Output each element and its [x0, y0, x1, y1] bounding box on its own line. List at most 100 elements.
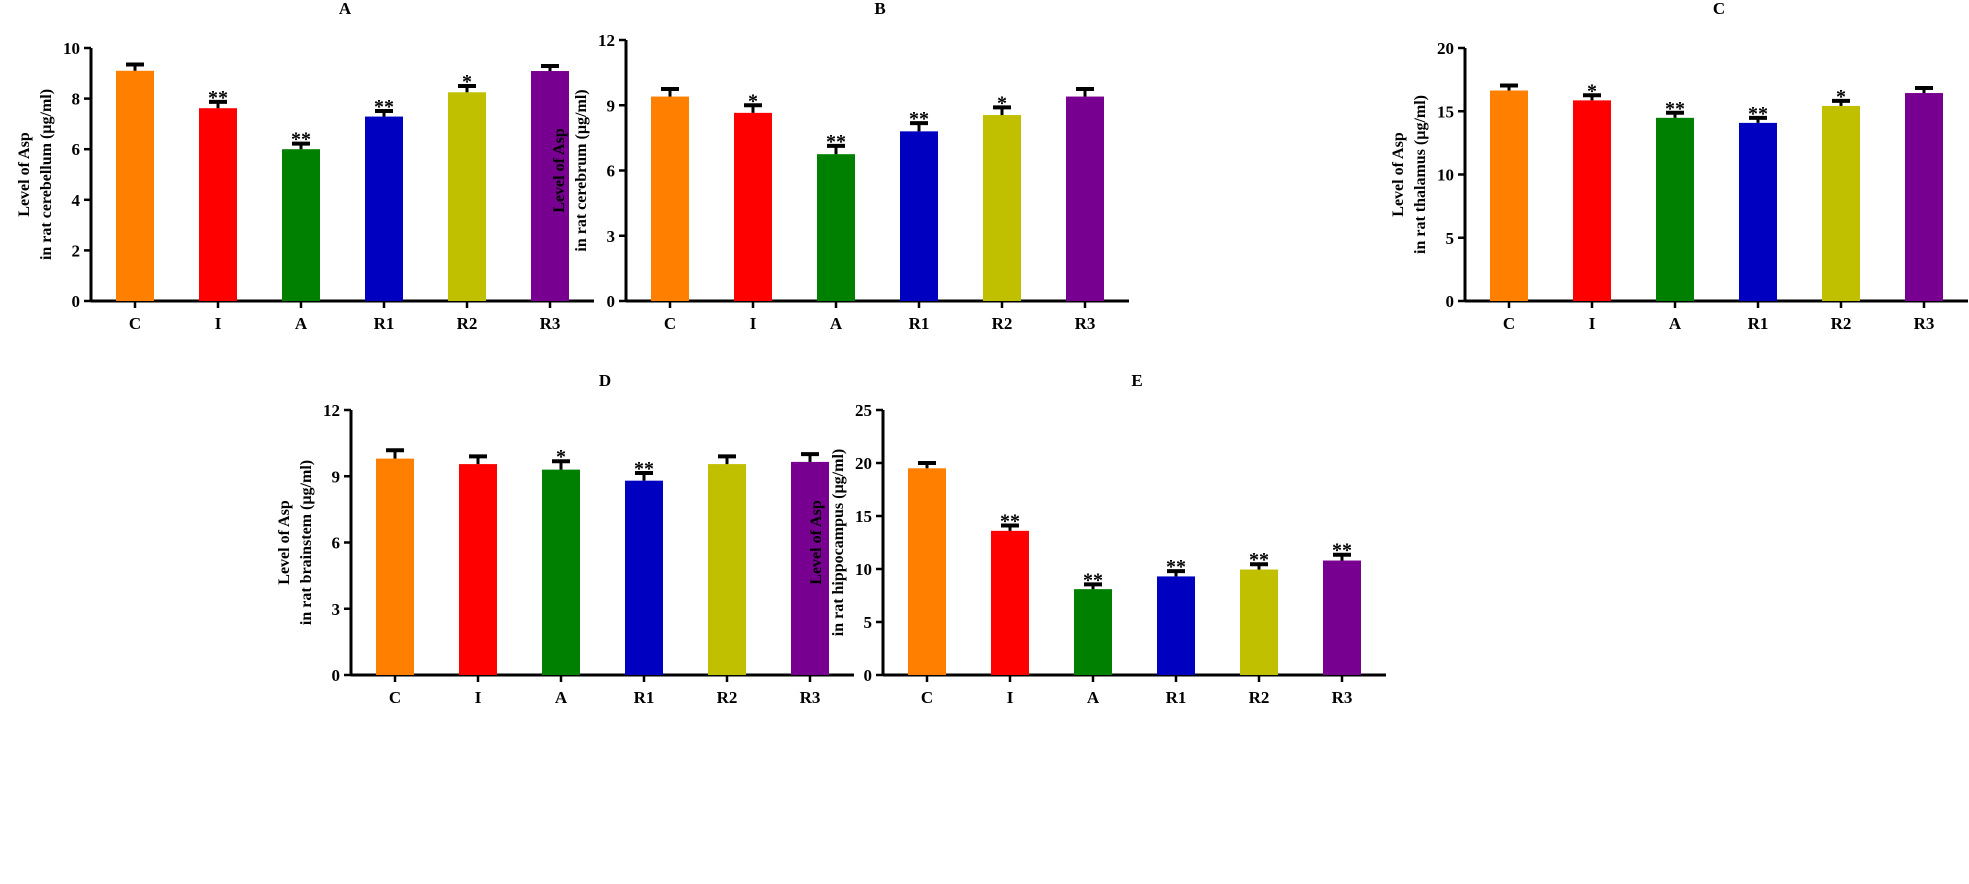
y-tick-label: 5 — [864, 613, 873, 632]
bar-R3 — [1066, 96, 1104, 301]
significance-marker: * — [748, 90, 758, 112]
y-tick-label: 0 — [1446, 292, 1455, 311]
x-tick-label: R1 — [634, 688, 655, 707]
y-tick-label: 10 — [1437, 166, 1454, 185]
y-tick-label: 10 — [855, 560, 872, 579]
y-axis-label-line: Level of Asp — [1390, 132, 1407, 217]
significance-marker: ** — [208, 87, 228, 109]
x-tick-label: C — [1503, 314, 1515, 333]
y-axis-label: Level of Asp in rat brainstem (µg/ml) — [276, 460, 315, 625]
panel-title: B — [874, 0, 885, 18]
y-axis-label-line: Level of Asp — [808, 500, 825, 585]
y-tick-label: 3 — [607, 227, 616, 246]
bar-A — [542, 469, 580, 675]
panel-title: E — [1131, 371, 1142, 390]
y-tick-label: 9 — [332, 467, 341, 486]
y-tick-label: 0 — [607, 292, 616, 311]
y-axis-label-line: Level of Asp — [551, 128, 568, 213]
bar-C — [1490, 90, 1528, 301]
bar-R1 — [900, 131, 938, 301]
x-tick-label: C — [389, 688, 401, 707]
panel-E: E 0 5 10 15 20 25 Level of Asp in rat hippocampu… — [808, 371, 1386, 707]
significance-marker: ** — [1249, 549, 1269, 571]
bar-R2 — [1240, 569, 1278, 675]
x-tick-label: I — [475, 688, 482, 707]
bar-I — [991, 530, 1029, 675]
significance-marker: * — [997, 92, 1007, 114]
significance-marker: * — [1587, 80, 1597, 102]
significance-marker: ** — [1332, 540, 1352, 562]
bar-R1 — [625, 480, 663, 675]
y-axis-label-line: in rat cerebellum (µg/ml) — [38, 89, 55, 260]
bar-R1 — [1739, 122, 1777, 301]
y-tick-label: 6 — [332, 534, 341, 553]
bar-A — [282, 149, 320, 301]
bar-C — [376, 458, 414, 675]
significance-marker: ** — [634, 458, 654, 480]
y-tick-label: 9 — [607, 96, 616, 115]
x-tick-label: C — [921, 688, 933, 707]
bar-R3 — [791, 461, 829, 675]
bar-R1 — [1157, 576, 1195, 675]
x-tick-label: C — [664, 314, 676, 333]
y-axis-label-line: Level of Asp — [276, 500, 293, 585]
significance-marker: ** — [1083, 569, 1103, 591]
y-tick-label: 12 — [323, 401, 340, 420]
bar-C — [116, 70, 154, 302]
y-tick-label: 15 — [855, 507, 872, 526]
bar-R2 — [708, 464, 746, 675]
bar-I — [734, 112, 772, 301]
y-tick-label: 8 — [72, 90, 81, 109]
x-tick-label: R1 — [1748, 314, 1769, 333]
y-axis-label-line: in rat cerebrum (µg/ml) — [573, 89, 590, 251]
bar-C — [908, 468, 946, 675]
x-tick-label: A — [555, 688, 568, 707]
x-tick-label: I — [215, 314, 222, 333]
y-tick-label: 4 — [72, 191, 81, 210]
x-tick-label: I — [1007, 688, 1014, 707]
bar-C — [651, 96, 689, 301]
y-axis-label: Level of Asp in rat cerebellum (µg/ml) — [16, 89, 55, 260]
panel-D: D 0 3 6 9 12 Level of Asp in rat brainstem (µg/… — [276, 371, 854, 707]
x-tick-label: I — [750, 314, 757, 333]
x-tick-label: R2 — [1831, 314, 1852, 333]
y-tick-label: 0 — [864, 666, 873, 685]
bar-R2 — [448, 92, 486, 302]
x-tick-label: A — [830, 314, 843, 333]
bar-R2 — [1822, 105, 1860, 301]
significance-marker: ** — [374, 96, 394, 118]
bar-A — [1656, 117, 1694, 301]
bar-A — [817, 154, 855, 301]
x-tick-label: R2 — [1249, 688, 1270, 707]
significance-marker: ** — [1000, 511, 1020, 533]
x-tick-label: R1 — [909, 314, 930, 333]
x-tick-label: A — [1669, 314, 1682, 333]
x-tick-label: R2 — [992, 314, 1013, 333]
significance-marker: * — [556, 446, 566, 468]
y-tick-label: 10 — [63, 39, 80, 58]
panel-B: B 0 3 6 9 12 Level of Asp in rat cerebrum (µg/m… — [551, 0, 1129, 333]
y-tick-label: 2 — [72, 241, 81, 260]
x-tick-label: A — [295, 314, 308, 333]
x-tick-label: R1 — [1166, 688, 1187, 707]
y-axis-label-line: in rat hippocampus (µg/ml) — [830, 449, 847, 636]
panel-title: C — [1713, 0, 1725, 18]
significance-marker: * — [462, 71, 472, 93]
y-axis-label-line: in rat brainstem (µg/ml) — [298, 460, 315, 625]
x-tick-label: R3 — [540, 314, 561, 333]
x-tick-label: R3 — [1332, 688, 1353, 707]
y-tick-label: 6 — [607, 162, 616, 181]
x-tick-label: R1 — [374, 314, 395, 333]
significance-marker: ** — [1166, 556, 1186, 578]
bar-I — [199, 108, 237, 302]
y-tick-label: 25 — [855, 401, 872, 420]
y-tick-label: 0 — [72, 292, 81, 311]
y-tick-label: 0 — [332, 666, 341, 685]
significance-marker: ** — [909, 108, 929, 130]
panel-C: C 0 5 10 15 20 Level of Asp in rat thalamus (µg… — [1390, 0, 1968, 333]
y-axis-label: Level of Asp in rat thalamus (µg/ml) — [1390, 95, 1429, 254]
y-axis-label: Level of Asp in rat hippocampus (µg/ml) — [808, 449, 847, 636]
x-tick-label: R2 — [717, 688, 738, 707]
y-tick-label: 12 — [598, 31, 615, 50]
